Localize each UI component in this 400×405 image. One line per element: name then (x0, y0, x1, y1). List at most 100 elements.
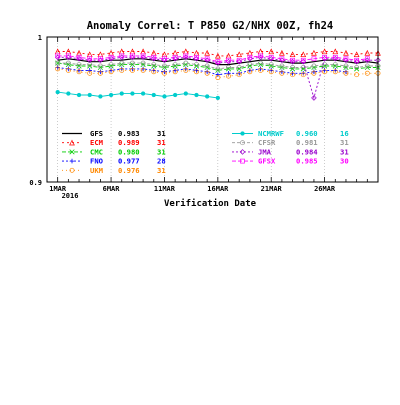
legend-score-fno: 0.977 (118, 157, 140, 166)
data-point-cfsr (279, 63, 285, 69)
data-point-ukm (119, 67, 125, 73)
data-point-cfsr (215, 66, 221, 72)
legend-name-cfsr: CFSR (258, 138, 276, 147)
x-axis-year-label: 2016 (62, 192, 79, 200)
data-point-ecm (268, 48, 275, 55)
data-point-gfsx (343, 56, 349, 62)
data-point-jma (215, 60, 221, 66)
legend-score-ncmrwf: 0.960 (296, 129, 318, 138)
data-point-gfsx (119, 53, 125, 59)
x-tick-label: 6MAR (103, 185, 121, 193)
data-point-cfsr (236, 64, 242, 70)
data-point-jma (321, 55, 328, 62)
data-point-ukm (226, 73, 231, 79)
data-point-cfsr (268, 62, 274, 68)
legend-count-cfsr: 31 (340, 138, 349, 147)
data-point-cfsr (194, 62, 199, 68)
data-point-gfsx (247, 54, 253, 60)
data-point-jma (311, 95, 317, 101)
axes: 1MAR 6MAR 11MAR 16MAR 21MAR 26MAR 1 0.9 (29, 34, 379, 193)
legend-marker-ukm (69, 167, 75, 173)
data-point-ecm (300, 51, 307, 58)
data-point-ncmrwf (119, 91, 124, 96)
data-point-ukm (300, 72, 306, 78)
data-point-jma (279, 57, 285, 63)
data-point-jma (76, 55, 82, 62)
data-point-ncmrwf (108, 92, 114, 98)
data-point-jma (86, 57, 93, 63)
data-point-ukm (108, 69, 114, 75)
data-point-gfsx (98, 56, 103, 62)
data-point-cfsr (55, 60, 61, 66)
legend-count-gfsx: 30 (340, 157, 349, 166)
data-point-ukm (332, 69, 338, 75)
data-point-ukm (322, 69, 328, 75)
legend-score-gfsx: 0.985 (296, 157, 318, 166)
data-point-ecm (364, 49, 371, 56)
series-line-ecm (57, 51, 378, 57)
data-point-ncmrwf (98, 94, 103, 99)
legend-entry-gfs: GFS 0.983 31 (62, 129, 166, 138)
legend-score-cmc: 0.980 (118, 147, 140, 156)
data-point-jma (289, 58, 296, 65)
data-point-gfsx (183, 53, 189, 59)
data-point-cfsr (76, 62, 82, 68)
data-point-cfsr (65, 60, 71, 66)
data-point-cfsr (332, 62, 338, 68)
data-point-jma (343, 57, 349, 63)
legend-name-fno: FNO (90, 157, 103, 166)
legend-marker-cmc (69, 149, 75, 155)
data-point-ukm (279, 70, 285, 76)
data-point-gfsx (204, 56, 210, 62)
data-point-gfsx (130, 53, 135, 59)
data-point-cfsr (354, 64, 360, 70)
data-point-ncmrwf (140, 91, 146, 96)
legend-count-fno: 28 (157, 157, 166, 166)
legend-entry-gfsx: GFSX 0.985 30 (232, 157, 349, 166)
data-point-cfsr (183, 60, 189, 66)
legend-name-cmc: CMC (90, 147, 103, 156)
data-point-jma (129, 54, 136, 61)
legend: GFS 0.983 31 ECM 0.989 31 CMC 0.980 31 FNO 0.977 28… (62, 129, 349, 175)
series-gfsx (55, 53, 370, 65)
legend-count-ncmrwf: 16 (340, 129, 349, 138)
data-point-ncmrwf (130, 91, 135, 96)
series-line-jma (57, 56, 378, 100)
data-point-cfsr (119, 60, 125, 66)
legend-count-ukm: 31 (157, 166, 166, 175)
data-point-jma (161, 57, 168, 63)
legend-marker-ecm (69, 139, 75, 146)
series-jma (54, 54, 381, 101)
legend-entry-cfsr: CFSR 0.981 31 (232, 138, 349, 147)
data-point-ukm (140, 67, 146, 73)
series-cmc (55, 60, 381, 73)
data-point-cfsr (322, 62, 328, 68)
legend-score-ukm: 0.976 (118, 166, 140, 175)
x-tick-label: 11MAR (154, 185, 176, 193)
data-point-ecm (289, 51, 296, 58)
data-point-ncmrwf (183, 91, 188, 96)
legend-marker-fno (69, 158, 75, 164)
data-point-cfsr (290, 64, 296, 70)
data-point-ukm (311, 70, 317, 76)
data-point-ncmrwf (205, 94, 210, 99)
legend-count-jma: 31 (340, 147, 349, 156)
data-point-jma (364, 57, 371, 63)
legend-name-gfsx: GFSX (258, 157, 276, 166)
data-point-cmc (204, 64, 210, 71)
legend-count-ecm: 31 (157, 138, 166, 147)
legend-entry-fno: FNO 0.977 28 (62, 157, 166, 166)
data-point-gfsx (332, 54, 338, 60)
data-point-jma (54, 54, 61, 61)
data-point-gfsx (151, 54, 157, 60)
data-point-jma (108, 55, 114, 62)
legend-entry-jma: JMA 0.984 31 (232, 147, 349, 156)
data-point-ukm (204, 70, 210, 76)
data-point-gfsx (162, 56, 167, 62)
data-point-fno (215, 72, 221, 77)
legend-entry-ecm: ECM 0.989 31 (62, 138, 166, 147)
data-point-ncmrwf (172, 92, 178, 98)
data-point-ukm (87, 70, 93, 76)
data-point-ecm (332, 48, 339, 55)
data-point-cfsr (364, 63, 370, 69)
